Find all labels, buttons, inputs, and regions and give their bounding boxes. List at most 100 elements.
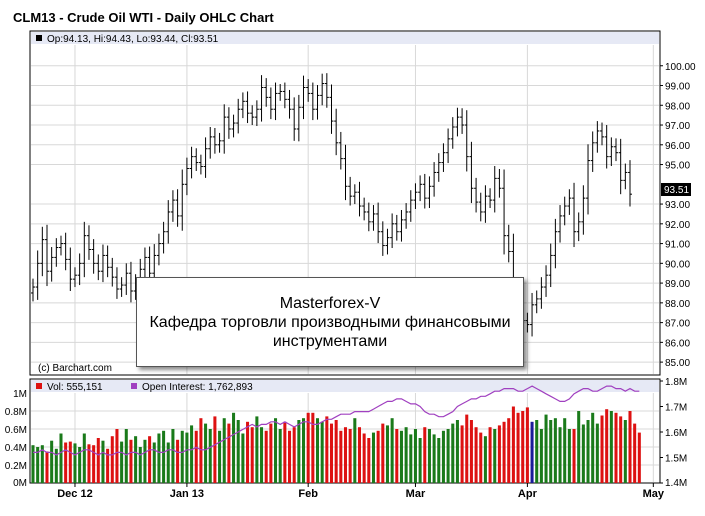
ohlc-bar [296, 94, 301, 142]
volume-bar [605, 409, 609, 483]
volume-bar [465, 414, 469, 483]
x-axis: Dec 12 Jan 13 Feb Mar Apr May [57, 483, 665, 500]
volume-bar [493, 429, 497, 483]
volume-bar [381, 423, 385, 483]
volume-bar [413, 429, 417, 483]
volume-bar [507, 418, 511, 483]
ohlc-bar [86, 225, 91, 260]
volume-bar [241, 433, 245, 483]
volume-bar [82, 433, 86, 483]
watermark-box: Masterforex-V Кафедра торговли производн… [136, 277, 524, 367]
x-tick-label: Mar [406, 488, 426, 500]
ohlc-bar [100, 244, 105, 283]
volume-y-axis: 0M 0.2M 0.4M 0.6M 0.8M 1M [5, 389, 27, 489]
volume-bar [623, 420, 627, 483]
volume-bar [227, 423, 231, 483]
volume-bar [297, 420, 301, 483]
ohlc-bar [240, 92, 245, 119]
ohlc-bar [469, 141, 474, 204]
ohlc-bar [539, 277, 544, 309]
volume-tick-label: 0.2M [5, 461, 27, 472]
ohlc-bar [623, 163, 628, 190]
last-price-badge [661, 183, 691, 196]
oi-y-axis: 1.4M 1.5M 1.6M 1.7M 1.8M [660, 377, 687, 489]
oi-legend-marker [131, 383, 137, 389]
watermark-line-3: инструментами [272, 332, 388, 350]
volume-bar [595, 423, 599, 483]
price-tick-label: 85.00 [665, 358, 690, 369]
volume-tick-label: 0M [13, 478, 27, 489]
volume-bar [101, 440, 105, 483]
ohlc-bar [310, 82, 315, 121]
ohlc-bar [450, 117, 455, 149]
volume-bar [325, 416, 329, 483]
volume-bar [236, 420, 240, 483]
ohlc-bar [231, 114, 236, 138]
volume-bar [50, 440, 54, 483]
volume-bar [483, 436, 487, 483]
ohlc-bar [376, 202, 381, 244]
volume-bar [521, 411, 525, 483]
volume-bar [455, 420, 459, 483]
last-price-label: 93.51 [664, 185, 689, 196]
ohlc-bar [198, 154, 203, 175]
volume-bar [591, 412, 595, 483]
ohlc-bar [390, 213, 395, 249]
oi-tick-label: 1.7M [665, 403, 687, 414]
volume-bar [497, 425, 501, 483]
volume-bar [609, 411, 613, 483]
volume-bar [92, 445, 96, 483]
ohlc-bar [264, 78, 269, 107]
ohlc-bar [226, 107, 231, 139]
ohlc-bar [212, 127, 217, 154]
ohlc-bar [184, 157, 189, 196]
price-tick-label: 87.00 [665, 319, 690, 330]
volume-bar [232, 412, 236, 483]
ohlc-bar [82, 221, 87, 278]
volume-bar [572, 429, 576, 483]
price-tick-label: 86.00 [665, 338, 690, 349]
volume-bar [110, 436, 114, 483]
ohlc-bar [58, 235, 63, 256]
volume-bar [348, 429, 352, 483]
ohlc-bar [422, 173, 427, 209]
volume-bar [73, 443, 77, 483]
oi-tick-label: 1.5M [665, 454, 687, 465]
ohlc-bar [166, 200, 171, 244]
price-tick-label: 93.00 [665, 200, 690, 211]
ohlc-bar [534, 290, 539, 314]
ohlc-bar [44, 224, 49, 287]
ohlc-bar [581, 185, 586, 235]
volume-bar [68, 441, 72, 483]
volume-bar [255, 416, 259, 483]
ohlc-bar [114, 267, 119, 299]
volume-bar [283, 421, 287, 483]
volume-bar [222, 418, 226, 483]
watermark-line-2: Кафедра торговли производными финансовым… [149, 313, 511, 331]
ohlc-bar [77, 253, 82, 286]
ohlc-bar [189, 146, 194, 179]
volume-bar [180, 430, 184, 483]
ohlc-bars [31, 73, 632, 337]
ohlc-bar [436, 153, 441, 182]
ohlc-bar [306, 79, 311, 102]
ohlc-bar [474, 177, 479, 213]
ohlc-bar [72, 267, 77, 288]
vol-legend-marker [36, 383, 42, 389]
price-legend-bar [31, 32, 659, 44]
ohlc-bar [530, 292, 535, 337]
ohlc-bar [292, 97, 297, 141]
chart-title: CLM13 - Crude Oil WTI - Daily OHLC Chart [13, 10, 274, 25]
volume-bar [376, 430, 380, 483]
ohlc-bar [250, 105, 255, 126]
volume-bar [343, 427, 348, 483]
volume-bar [171, 429, 175, 483]
volume-bar [488, 427, 492, 483]
volume-bar [432, 434, 436, 483]
volume-bar [577, 411, 581, 483]
price-tick-label: 95.00 [665, 161, 690, 172]
volume-bar [600, 415, 604, 483]
price-tick-label: 89.00 [665, 279, 690, 290]
volume-bar [278, 429, 282, 483]
ohlc-bar [338, 131, 343, 170]
